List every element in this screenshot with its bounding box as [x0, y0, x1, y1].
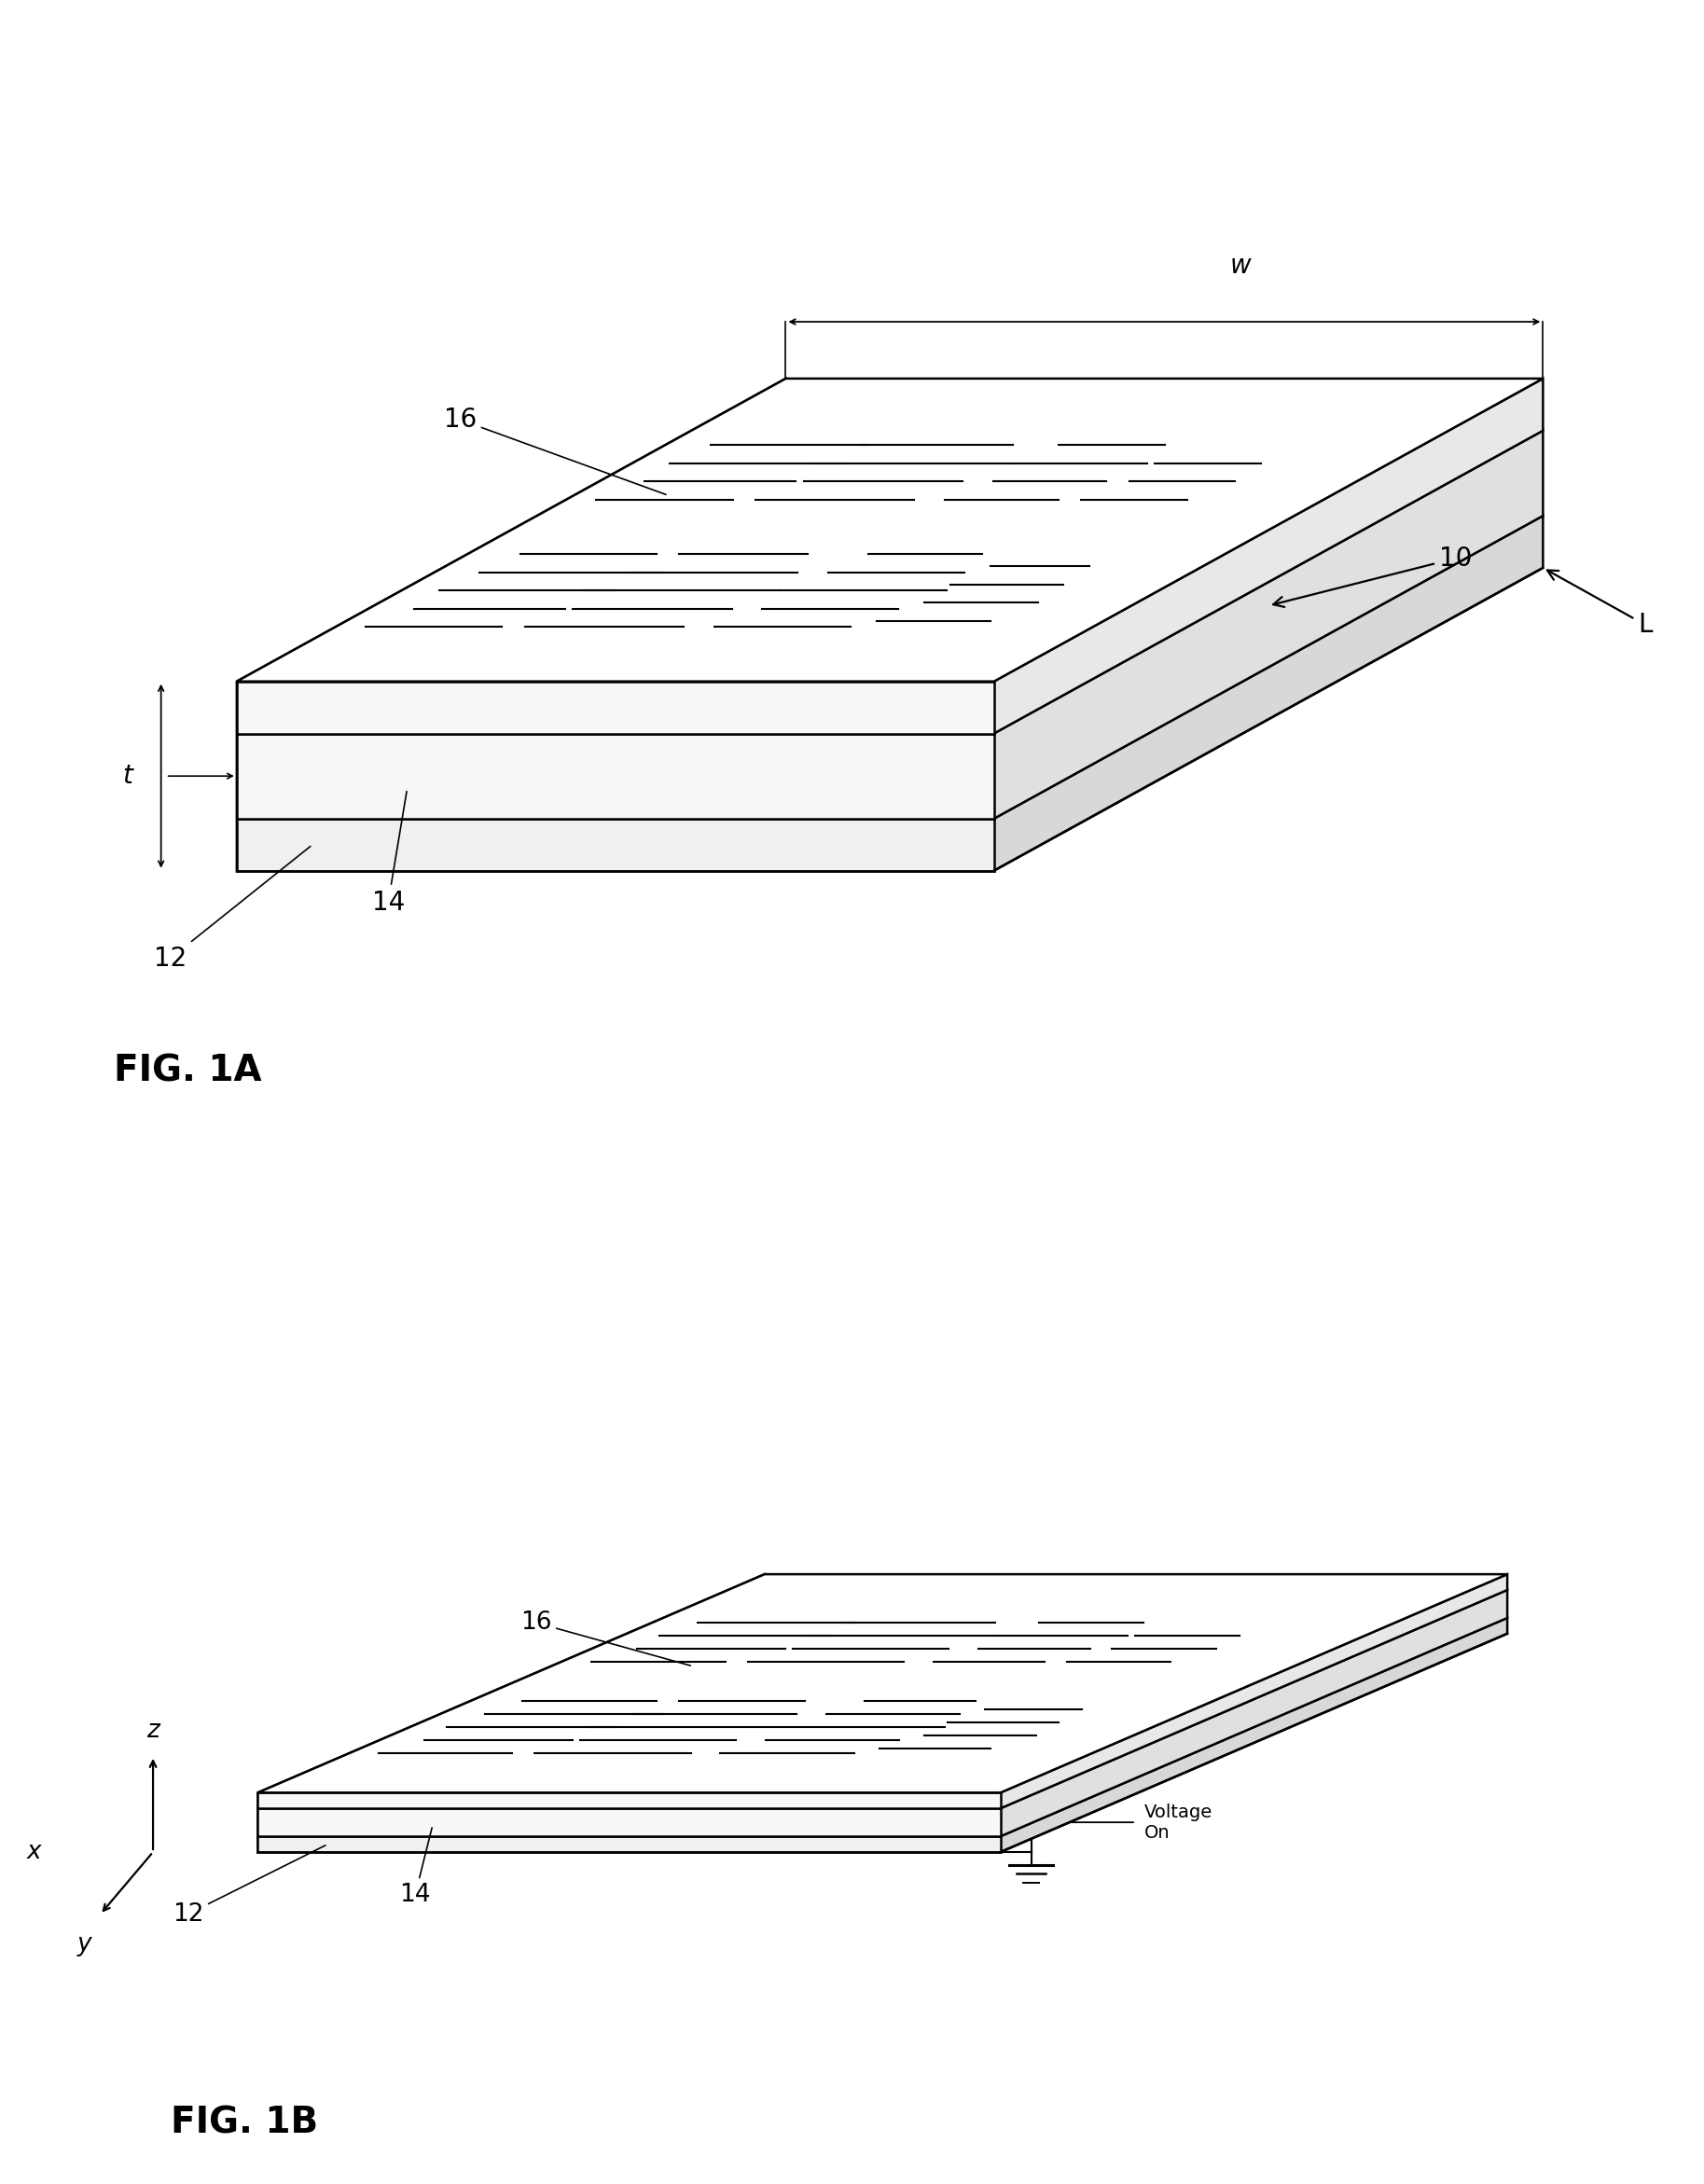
Polygon shape	[993, 515, 1544, 871]
Polygon shape	[257, 1837, 1000, 1852]
Text: Voltage
On: Voltage On	[1145, 1804, 1213, 1841]
Polygon shape	[237, 734, 993, 819]
Polygon shape	[1000, 1590, 1508, 1837]
Text: w: w	[1230, 253, 1251, 280]
Text: x: x	[27, 1839, 41, 1865]
Text: 16: 16	[520, 1610, 690, 1666]
Polygon shape	[993, 430, 1544, 819]
Polygon shape	[993, 378, 1544, 734]
Text: 14: 14	[371, 791, 407, 915]
Polygon shape	[237, 378, 786, 871]
Text: 12: 12	[172, 1845, 325, 1926]
Text: z: z	[147, 1719, 160, 1743]
Polygon shape	[1000, 1575, 1508, 1808]
Polygon shape	[257, 1793, 1000, 1808]
Polygon shape	[257, 1808, 1000, 1837]
Text: FIG. 1B: FIG. 1B	[170, 2105, 319, 2140]
Text: t: t	[123, 762, 133, 788]
Polygon shape	[1000, 1618, 1508, 1852]
Polygon shape	[237, 819, 993, 871]
Text: 16: 16	[443, 406, 666, 494]
Text: 10: 10	[1273, 546, 1472, 607]
Polygon shape	[257, 1575, 765, 1852]
Text: L: L	[1547, 570, 1653, 638]
Text: V: V	[1053, 1771, 1070, 1795]
Text: 12: 12	[153, 845, 310, 972]
Polygon shape	[237, 378, 1544, 681]
Text: 14: 14	[399, 1828, 433, 1907]
Text: y: y	[77, 1933, 92, 1957]
Polygon shape	[257, 1575, 1508, 1793]
Text: FIG. 1A: FIG. 1A	[114, 1053, 262, 1088]
Polygon shape	[237, 681, 993, 734]
